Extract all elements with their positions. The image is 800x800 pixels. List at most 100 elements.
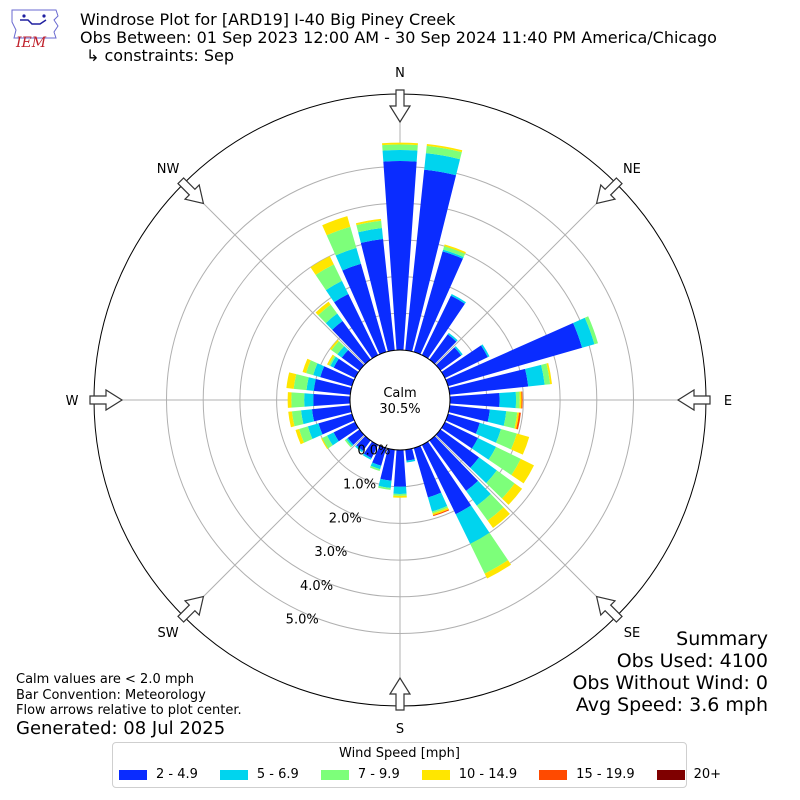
svg-text:IEM: IEM [15,35,47,50]
windrose-bar-120-0 [441,421,478,449]
windrose-bar-80-2 [541,363,551,385]
direction-label-e: E [724,394,732,409]
legend-label: 5 - 6.9 [256,767,299,782]
windrose-bar-160-2 [431,506,448,514]
windrose-bar-290-3 [302,358,311,374]
windrose-bar-350-2 [356,220,382,233]
direction-label-w: W [66,394,79,409]
generated-date: Generated: 08 Jul 2025 [16,718,226,739]
windrose-bar-160-1 [427,492,448,512]
grid-spoke [183,435,365,617]
windrose-bar-100-4 [516,412,521,430]
windrose-bar-280-0 [313,379,352,395]
windrose-bar-90-1 [499,391,517,409]
plot-title: Windrose Plot for [ARD19] I-40 Big Piney… [80,10,456,29]
windrose-bar-80-0 [448,368,529,395]
windrose-bar-260-1 [301,409,315,425]
radial-tick-label: 5.0% [286,613,319,628]
windrose-bar-60-0 [441,345,488,379]
windrose-bar-130-0 [435,429,480,468]
windrose-bar-140-2 [476,494,504,521]
legend-swatch [119,769,147,780]
grid-spoke [183,183,365,365]
windrose-bar-170-1 [406,459,416,463]
windrose-bar-230-1 [346,438,354,447]
windrose-bar-180-2 [393,493,407,496]
radial-tick-label: 0.0% [357,444,390,459]
flow-arrow-ne-icon [595,177,623,205]
windrose-bar-30-1 [450,294,466,304]
windrose-bar-150-1 [455,505,490,544]
legend-item: 10 - 14.9 [421,767,517,782]
windrose-bar-340-0 [342,263,387,355]
windrose-bar-240-0 [333,421,359,442]
windrose-bar-160-0 [413,445,442,498]
windrose-bar-90-3 [519,391,522,409]
flow-arrow-nw-icon [177,177,205,205]
windrose-bar-290-0 [320,366,355,387]
legend-swatch [320,769,349,780]
windrose-bar-0-3 [382,142,418,146]
windrose-bar-340-3 [322,216,351,236]
windrose-bar-310-3 [329,339,339,351]
windrose-bar-100-2 [503,411,518,429]
windrose-bar-20-0 [413,251,463,355]
windrose-bar-280-2 [293,374,309,391]
legend-label: 7 - 9.9 [357,767,400,782]
radial-tick-label: 2.0% [329,511,362,526]
windrose-bar-100-1 [487,409,507,426]
windrose-bar-120-2 [488,446,521,476]
windrose-bar-340-2 [326,226,357,256]
windrose-bar-250-1 [307,423,323,439]
windrose-bar-130-3 [501,483,523,505]
legend-item: 20+ [656,767,722,782]
flow-arrow-e-icon [676,388,711,412]
windrose-bar-70-1 [573,317,595,348]
legend-item: 15 - 19.9 [539,767,635,782]
direction-label-n: N [395,66,405,81]
windrose-bar-60-1 [481,344,490,358]
windrose-bar-270-1 [304,393,314,407]
windrose-bar-300-3 [327,354,335,366]
windrose-bar-40-1 [447,332,458,342]
direction-label-se: SE [624,626,640,641]
flow-arrow-sw-icon [177,595,205,623]
calm-value: 30.5% [379,402,420,417]
windrose-bar-320-2 [318,304,338,324]
flow-arrow-se-icon [595,595,623,623]
windrose-bar-270-2 [291,392,305,408]
windrose-bar-180-0 [393,449,407,487]
summary-avg-speed: Avg Speed: 3.6 mph [575,694,768,716]
windrose-bar-90-0 [449,393,500,407]
windrose-bar-200-1 [370,462,382,470]
windrose-bar-110-3 [511,433,530,455]
radial-tick-label: 4.0% [300,579,333,594]
direction-label-sw: SW [158,626,179,641]
legend-label: 2 - 4.9 [156,767,198,782]
legend-swatch [539,769,568,780]
windrose-bar-260-2 [291,410,304,427]
windrose-bar-10-0 [405,169,457,352]
windrose-bar-240-1 [327,432,339,446]
windrose-bar-130-2 [486,470,515,499]
direction-label-ne: NE [623,162,641,177]
windrose-bar-240-2 [322,435,333,449]
radial-tick-label: 3.0% [314,545,347,560]
grid-spoke [435,435,617,617]
legend-label: 15 - 19.9 [576,767,635,782]
windrose-bar-210-1 [362,453,372,460]
windrose-bar-10-1 [424,153,461,176]
windrose-bar-120-3 [511,458,535,484]
windrose-bar-220-0 [356,435,371,451]
direction-label-nw: NW [157,162,180,177]
windrose-bar-270-3 [287,392,292,408]
legend-label: 20+ [693,767,722,782]
windrose-bar-320-3 [315,301,331,316]
windrose-bar-330-1 [325,280,349,303]
windrose-bar-250-2 [299,426,313,443]
legend-item: 7 - 9.9 [320,767,400,782]
windrose-bar-0-2 [382,144,418,151]
windrose-bar-300-2 [328,355,336,367]
windrose-bar-30-0 [421,295,465,359]
